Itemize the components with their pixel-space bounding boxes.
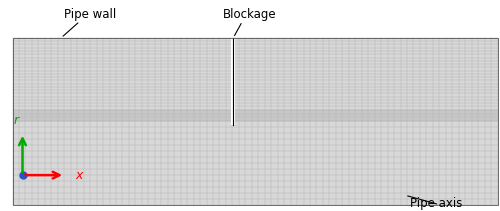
Bar <box>12 110 498 121</box>
Text: Pipe wall: Pipe wall <box>64 8 116 21</box>
Text: x: x <box>75 169 82 182</box>
Text: r: r <box>14 114 19 127</box>
Bar <box>12 38 498 205</box>
Bar <box>231 38 235 125</box>
Text: Blockage: Blockage <box>223 8 277 21</box>
Text: Pipe axis: Pipe axis <box>410 197 463 210</box>
Bar <box>12 38 498 205</box>
